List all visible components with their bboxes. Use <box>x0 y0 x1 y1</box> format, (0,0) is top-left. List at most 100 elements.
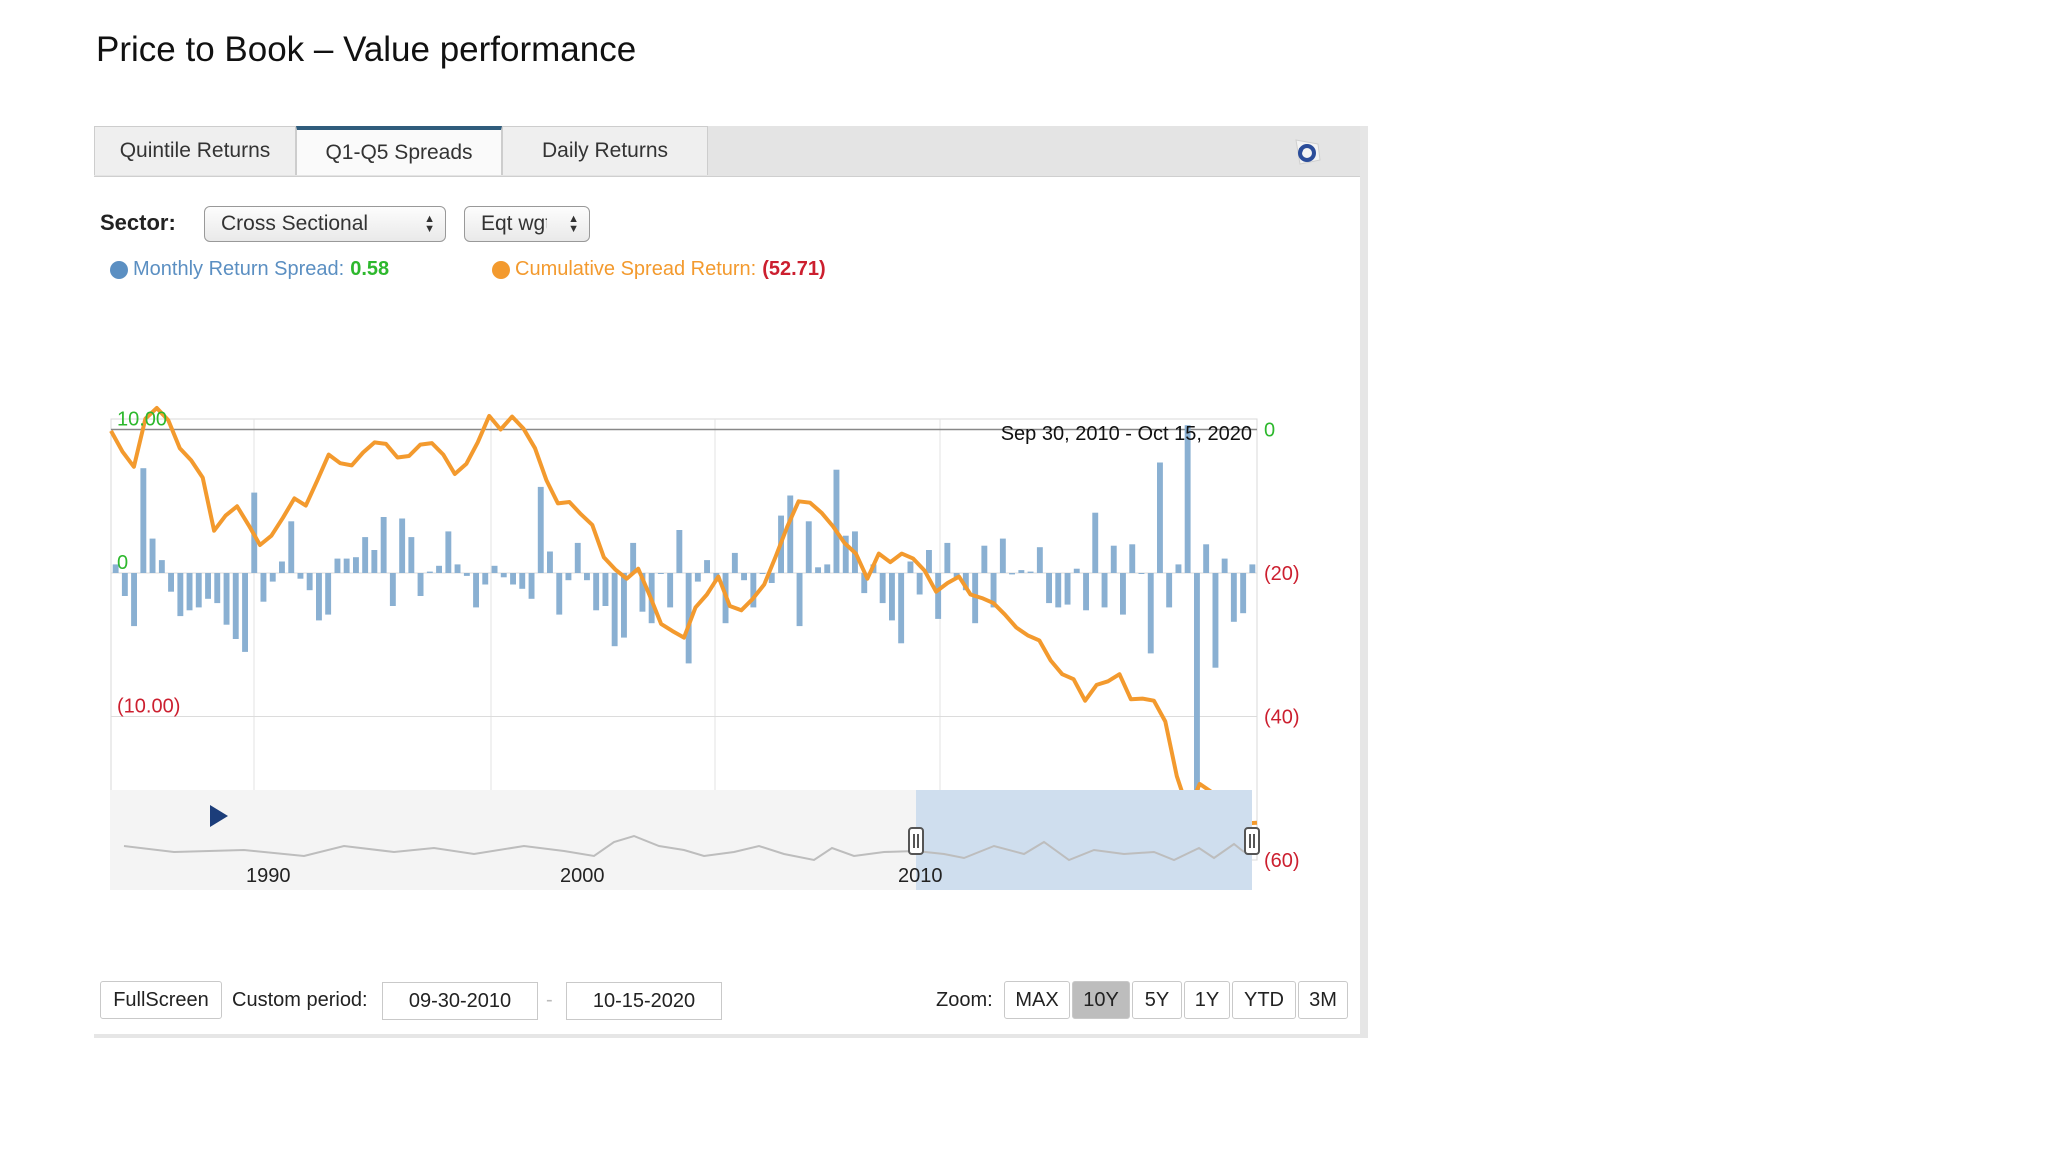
monthly-bar <box>491 565 498 573</box>
navigator-series <box>123 834 1245 862</box>
monthly-bar <box>1249 564 1256 573</box>
tab-quintile-returns[interactable]: Quintile Returns <box>94 126 296 175</box>
navigator-handle-right[interactable] <box>1244 827 1260 855</box>
monthly-bar <box>962 573 969 591</box>
monthly-bar <box>731 552 738 573</box>
legend-cumulative-value: (52.71) <box>762 258 826 280</box>
monthly-bar <box>861 573 868 594</box>
monthly-bar <box>685 573 692 664</box>
monthly-bar <box>999 538 1006 573</box>
legend-cumulative-label: Cumulative Spread Return: <box>515 258 757 280</box>
monthly-bar <box>1064 573 1071 605</box>
monthly-bar <box>260 573 267 602</box>
end-date-input[interactable]: 10-15-2020 <box>566 982 722 1020</box>
monthly-bars <box>112 425 1256 820</box>
monthly-bar <box>593 573 600 611</box>
monthly-dot-icon <box>110 260 128 279</box>
tab-q1-q5-spreads[interactable]: Q1-Q5 Spreads <box>296 126 502 175</box>
monthly-bar <box>759 573 766 574</box>
monthly-bar <box>1147 573 1154 654</box>
monthly-bar <box>131 573 137 627</box>
legend-monthly[interactable]: Monthly Return Spread: 0.58 <box>110 258 389 281</box>
legend-monthly-label: Monthly Return Spread: <box>133 258 345 280</box>
monthly-bar <box>399 518 406 573</box>
monthly-bar <box>694 573 701 582</box>
monthly-bar <box>454 564 461 573</box>
monthly-bar <box>898 573 905 644</box>
monthly-bar <box>1036 547 1043 573</box>
select-arrows-icon: ▲ ▼ <box>424 213 435 235</box>
monthly-bar <box>842 535 849 573</box>
monthly-bar <box>639 573 646 612</box>
monthly-bar <box>630 542 637 573</box>
monthly-bar <box>1184 425 1191 573</box>
legend-cumulative[interactable]: Cumulative Spread Return: (52.71) <box>492 258 826 281</box>
monthly-bar <box>316 573 322 621</box>
refresh-icon[interactable] <box>1290 134 1324 168</box>
start-date-input[interactable]: 09-30-2010 <box>382 982 538 1020</box>
monthly-bar <box>371 550 378 573</box>
navigator-handle-left[interactable] <box>908 827 924 855</box>
monthly-bar <box>1083 573 1089 611</box>
right-axis-labels: 0 (20) (40) (60) <box>1264 420 1300 873</box>
monthly-bar <box>389 573 396 606</box>
monthly-bar <box>177 573 184 617</box>
monthly-bar <box>1129 544 1136 573</box>
zoom-1y-button[interactable]: 1Y <box>1184 981 1230 1019</box>
zoom-3m-button[interactable]: 3M <box>1298 981 1348 1019</box>
tab-daily-returns[interactable]: Daily Returns <box>502 126 708 175</box>
monthly-bar <box>584 573 590 581</box>
weight-select-value: Eqt wgt <box>481 212 547 235</box>
right-axis-label: (60) <box>1264 850 1300 872</box>
right-axis-label: (20) <box>1264 563 1300 585</box>
monthly-bar <box>186 573 193 611</box>
monthly-bar <box>482 573 489 585</box>
monthly-bar <box>205 573 211 599</box>
monthly-bar <box>1055 573 1062 608</box>
navigator-selection[interactable] <box>916 790 1252 890</box>
monthly-bar <box>953 573 960 578</box>
monthly-bar <box>463 573 470 576</box>
sector-select-value: Cross Sectional <box>221 212 369 235</box>
monthly-bar <box>879 573 886 604</box>
monthly-bar <box>889 573 895 621</box>
monthly-bar <box>510 573 516 585</box>
monthly-bar <box>750 573 757 608</box>
zoom-max-button[interactable]: MAX <box>1004 981 1070 1019</box>
monthly-bar <box>334 558 341 573</box>
sector-select[interactable]: Cross Sectional ▲ ▼ <box>204 206 446 242</box>
monthly-bar <box>574 542 581 573</box>
monthly-bar <box>1166 573 1173 608</box>
monthly-bar <box>547 551 553 573</box>
monthly-bar <box>667 573 674 608</box>
monthly-bar <box>519 573 526 589</box>
monthly-bar <box>611 573 618 647</box>
zoom-label: Zoom: <box>936 989 993 1011</box>
monthly-bar <box>362 537 369 573</box>
monthly-bar <box>408 537 415 573</box>
monthly-bar <box>500 573 507 578</box>
slide-title: Price to Book – Value performance <box>96 30 637 69</box>
zoom-10y-button[interactable]: 10Y <box>1072 981 1130 1019</box>
monthly-bar <box>741 573 747 581</box>
left-axis-label: 10.00 <box>117 409 167 431</box>
bottom-controls: FullScreen Custom period: 09-30-2010 - 1… <box>100 981 1350 1021</box>
zoom-ytd-button[interactable]: YTD <box>1232 981 1296 1019</box>
left-axis-label: (10.00) <box>117 696 180 718</box>
monthly-bar <box>1110 545 1117 573</box>
right-axis-label: 0 <box>1264 420 1275 442</box>
fullscreen-button[interactable]: FullScreen <box>100 981 222 1019</box>
monthly-bar <box>824 564 831 573</box>
tab-bar: Quintile Returns Q1-Q5 Spreads Daily Ret… <box>94 126 1360 177</box>
monthly-bar <box>380 517 387 573</box>
monthly-bar <box>436 565 442 573</box>
monthly-bar <box>279 561 285 573</box>
monthly-bar <box>815 567 821 573</box>
monthly-bar <box>1212 573 1219 668</box>
zoom-5y-button[interactable]: 5Y <box>1132 981 1182 1019</box>
play-icon[interactable] <box>210 805 228 827</box>
monthly-bar <box>926 550 932 573</box>
monthly-bar <box>1101 573 1108 608</box>
monthly-bar <box>805 521 812 573</box>
weight-select[interactable]: Eqt wgt ▲ ▼ <box>464 206 590 242</box>
